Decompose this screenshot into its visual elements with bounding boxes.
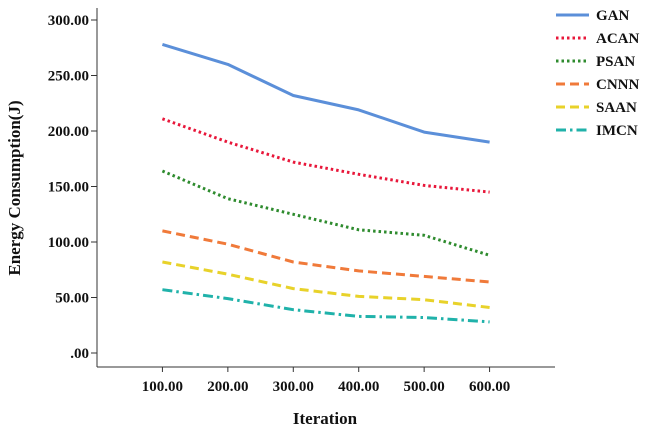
series-line-imcn (162, 288, 490, 324)
legend-label-imcn: IMCN (596, 123, 638, 139)
series-line-acan (161, 117, 490, 194)
x-tick-label: 500.00 (404, 379, 445, 395)
legend-label-psan: PSAN (596, 54, 635, 70)
y-tick-label: 50.00 (55, 291, 89, 307)
legend-label-acan: ACAN (596, 31, 639, 47)
series-line-gan (161, 42, 490, 144)
y-tick-label: 300.00 (48, 13, 89, 29)
series-line-cnnn (162, 229, 490, 284)
x-tick-label: 200.00 (207, 379, 248, 395)
axes (96, 8, 555, 368)
legend-label-cnnn: CNNN (596, 77, 639, 93)
y-ticks: .00 50.00 100.00 150.00 200.00 250.00 300.00 (48, 13, 97, 362)
x-tick-label: 300.00 (273, 379, 314, 395)
x-tick-label: 600.00 (469, 379, 510, 395)
x-ticks: 100.00 200.00 300.00 400.00 500.00 600.00 (142, 367, 510, 395)
y-tick-label: 250.00 (48, 69, 89, 85)
y-tick-label: .00 (70, 346, 89, 362)
x-tick-label: 400.00 (338, 379, 379, 395)
legend-label-saan: SAAN (596, 100, 637, 116)
legend-label-gan: GAN (596, 8, 630, 24)
y-tick-label: 100.00 (48, 235, 89, 251)
series-line-saan (162, 260, 490, 309)
y-tick-label: 200.00 (48, 124, 89, 140)
series-line-psan (161, 169, 491, 257)
legend: GAN ACAN PSAN CNNN SAAN IMCN (556, 8, 639, 139)
x-tick-label: 100.00 (142, 379, 183, 395)
series-lines (161, 42, 491, 324)
y-axis-title: Energy Consumption(J) (5, 100, 24, 275)
y-tick-label: 150.00 (48, 180, 89, 196)
x-axis-title: Iteration (293, 409, 358, 428)
